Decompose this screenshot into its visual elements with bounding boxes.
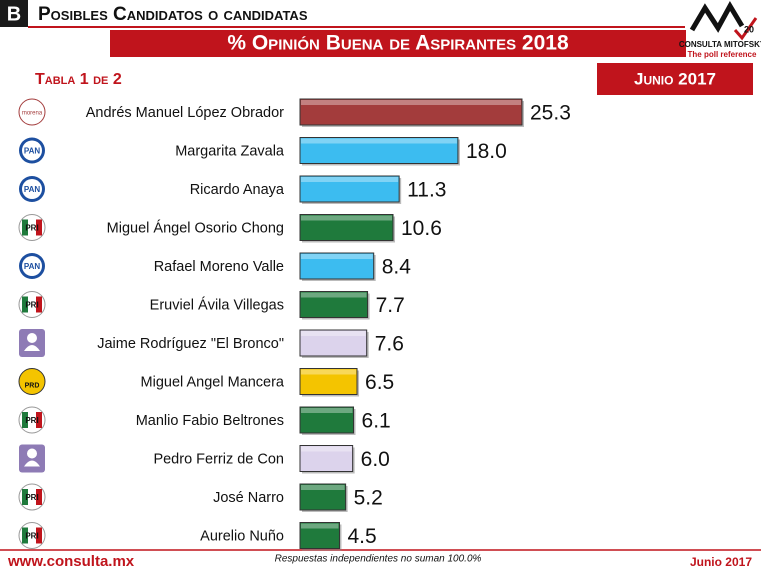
bar-highlight <box>301 446 352 452</box>
value-label: 6.0 <box>361 448 390 471</box>
logo-anniversary: 20 <box>744 24 754 34</box>
icon-green <box>22 527 28 544</box>
bar <box>299 291 369 318</box>
bar <box>299 406 355 434</box>
party-label: PAN <box>24 262 41 271</box>
value-label: 6.5 <box>365 371 394 394</box>
bar-highlight <box>301 215 393 221</box>
party-label: PRI <box>25 532 38 541</box>
bar-highlight <box>301 485 345 490</box>
bar <box>299 137 459 164</box>
icon-ring <box>22 140 42 161</box>
date-box <box>597 63 753 95</box>
category-label: Miguel Ángel Osorio Chong <box>107 219 284 236</box>
bar-highlight <box>301 369 357 375</box>
icon-red <box>36 489 42 505</box>
bar <box>299 445 354 472</box>
category-label: Ricardo Anaya <box>190 182 285 198</box>
value-label: 7.7 <box>376 294 405 317</box>
header-title: Posibles Candidatos o candidatas <box>38 4 308 25</box>
party-label: PAN <box>24 185 41 194</box>
value-label: 25.3 <box>530 102 571 125</box>
icon-red <box>36 296 42 313</box>
bar <box>299 483 347 511</box>
table-label: Tabla 1 de 2 <box>35 71 122 88</box>
value-label: 7.6 <box>375 333 404 356</box>
party-icon <box>18 368 46 395</box>
logo-check <box>733 17 758 41</box>
bar-highlight <box>301 138 457 144</box>
category-label: Miguel Angel Mancera <box>141 374 285 390</box>
category-label: Aurelio Nuño <box>200 528 284 544</box>
party-label: morena <box>22 111 43 117</box>
section-box <box>0 0 28 27</box>
value-label: 10.6 <box>401 217 442 240</box>
bar-highlight <box>301 331 366 336</box>
section-letter: B <box>7 3 21 25</box>
bar <box>299 98 523 126</box>
icon-body <box>24 460 40 467</box>
icon-green <box>22 412 28 428</box>
icon-head <box>27 448 37 459</box>
bar-highlight <box>301 177 399 182</box>
category-label: Jaime Rodríguez "El Bronco" <box>97 336 284 352</box>
footer-date: Junio 2017 <box>690 555 752 569</box>
value-label: 11.3 <box>407 179 446 202</box>
icon-green <box>22 219 28 236</box>
chart-title: % Opinión Buena de Aspirantes 2018 <box>227 32 569 55</box>
bar <box>299 252 375 280</box>
party-label: PAN <box>24 147 41 156</box>
category-label: Rafael Moreno Valle <box>154 259 284 275</box>
bar <box>299 522 340 549</box>
logo-tagline: The poll reference <box>688 50 757 59</box>
logo-name: CONSULTA MITOFSKY <box>679 40 761 49</box>
icon-ring <box>22 179 42 199</box>
icon-red <box>36 219 42 236</box>
category-label: Margarita Zavala <box>175 143 285 159</box>
bar <box>299 175 400 203</box>
value-label: 8.4 <box>382 256 412 279</box>
title-band <box>110 30 686 57</box>
bar <box>299 329 368 357</box>
bar-highlight <box>301 254 373 259</box>
icon-green <box>22 489 28 505</box>
footer-note: Respuestas independientes no suman 100.0… <box>275 554 482 565</box>
bar-highlight <box>301 523 339 529</box>
logo: 20 CONSULTA MITOFSKY The poll reference <box>679 0 761 59</box>
category-label: José Narro <box>213 490 284 506</box>
logo-mark <box>689 0 745 33</box>
icon-ring <box>22 256 42 276</box>
bar-highlight <box>301 292 367 298</box>
value-label: 4.5 <box>347 525 376 548</box>
value-label: 5.2 <box>354 487 383 510</box>
bar-highlight <box>301 100 521 105</box>
icon-head <box>27 333 37 343</box>
bar <box>299 368 358 395</box>
icon-green <box>22 296 28 313</box>
category-label: Eruviel Ávila Villegas <box>150 296 284 313</box>
category-label: Pedro Ferriz de Con <box>153 451 284 467</box>
bar-highlight <box>301 408 353 413</box>
icon-red <box>36 412 42 428</box>
value-label: 6.1 <box>362 410 391 433</box>
party-label: PRI <box>25 224 38 233</box>
party-icon <box>18 98 46 126</box>
footer-url: www.consulta.mx <box>7 553 135 570</box>
category-label: Andrés Manuel López Obrador <box>86 105 284 121</box>
bar <box>299 214 394 241</box>
party-label: PRI <box>25 416 38 425</box>
value-label: 18.0 <box>466 140 507 163</box>
party-label: PRI <box>25 493 38 502</box>
icon-body <box>24 345 40 351</box>
party-label: PRD <box>25 382 40 389</box>
party-label: PRI <box>25 301 38 310</box>
category-label: Manlio Fabio Beltrones <box>136 413 284 429</box>
date-label: Junio 2017 <box>634 69 716 88</box>
icon-red <box>36 527 42 544</box>
